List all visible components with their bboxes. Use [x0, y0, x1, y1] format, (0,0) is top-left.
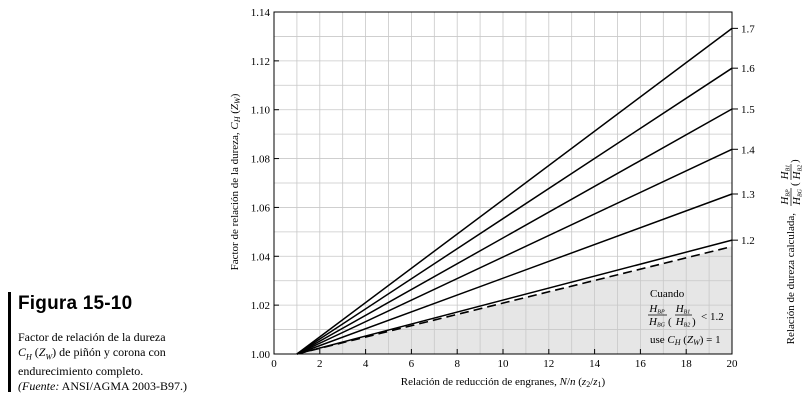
x-tick-label: 8 — [454, 358, 460, 370]
figure-number: Figura 15-10 — [18, 293, 133, 314]
svg-text:): ) — [789, 159, 801, 163]
caption-source: (Fuente: ANSI/AGMA 2003-B97.) — [18, 378, 187, 393]
series-label-1.6: 1.6 — [741, 63, 755, 75]
right-axis-label: Relación de dureza calculada, HBP HBG ( … — [779, 159, 804, 344]
series-label-1.2: 1.2 — [741, 235, 755, 247]
series-label-1.4: 1.4 — [741, 144, 755, 156]
dashed-boundary-line — [296, 245, 733, 355]
x-tick-label: 14 — [589, 358, 601, 370]
x-tick-label: 4 — [363, 358, 369, 370]
series-line-1.7 — [296, 27, 733, 355]
series-label-1.7: 1.7 — [741, 23, 755, 35]
svg-text:HBG: HBG — [791, 188, 804, 206]
x-tick-label: 16 — [635, 358, 647, 370]
x-tick-label: 20 — [727, 358, 739, 370]
x-tick-label: 10 — [498, 358, 510, 370]
x-tick-label: 18 — [681, 358, 693, 370]
svg-text:HB1: HB1 — [779, 165, 792, 181]
annotation-when: Cuando — [650, 288, 685, 300]
figure-caption: Factor de relación de la dureza CH (ZW) … — [18, 330, 218, 393]
y-tick-label: 1.06 — [251, 202, 271, 214]
y-axis-ticks: 1.00 1.02 1.04 1.06 1.08 1.10 1.12 1.14 — [251, 7, 279, 361]
x-tick-label: 12 — [543, 358, 554, 370]
svg-text:(: ( — [789, 182, 801, 186]
figure-rule — [8, 292, 11, 392]
x-tick-label: 0 — [271, 358, 277, 370]
series-line-1.4 — [296, 148, 733, 355]
svg-text:): ) — [692, 316, 696, 328]
svg-text:HBP: HBP — [779, 189, 792, 206]
annotation-use: use CH (ZW) = 1 — [650, 334, 721, 347]
y-tick-label: 1.00 — [251, 349, 271, 361]
caption-line-3: endurecimiento completo. — [18, 364, 144, 379]
x-axis-label: Relación de reducción de engranes, N/n (… — [401, 376, 606, 389]
y-axis-label: Factor de relación de la dureza, CH (ZW) — [229, 93, 242, 270]
caption-line-1: Factor de relación de la dureza — [18, 330, 166, 344]
y-tick-label: 1.14 — [251, 7, 271, 19]
svg-text:HB2: HB2 — [791, 165, 804, 181]
x-axis-ticks: 0 2 4 6 8 10 12 14 16 18 20 — [271, 349, 738, 370]
x-tick-label: 2 — [317, 358, 323, 370]
series-label-1.5: 1.5 — [741, 104, 755, 116]
y-tick-label: 1.10 — [251, 105, 271, 117]
x-tick-label: 6 — [409, 358, 415, 370]
y-tick-label: 1.04 — [251, 251, 271, 263]
series-line-1.2 — [296, 239, 733, 355]
series-line-1.3 — [296, 193, 733, 355]
series-lines — [296, 27, 733, 355]
series-label-1.3: 1.3 — [741, 189, 755, 201]
series-line-1.5 — [296, 108, 733, 355]
right-series-labels: 1.7 1.6 1.5 1.4 1.3 1.2 — [732, 23, 755, 247]
svg-text:Relación de dureza calculada,: Relación de dureza calculada, — [785, 213, 797, 345]
series-line-1.6 — [296, 67, 733, 355]
y-tick-label: 1.12 — [251, 56, 270, 68]
y-tick-label: 1.08 — [251, 154, 271, 166]
y-tick-label: 1.02 — [251, 300, 270, 312]
caption-line-2: CH (ZW) de piñón y corona con — [18, 344, 166, 361]
svg-text:(: ( — [668, 316, 672, 328]
annotation-condition: < 1.2 — [701, 311, 724, 323]
